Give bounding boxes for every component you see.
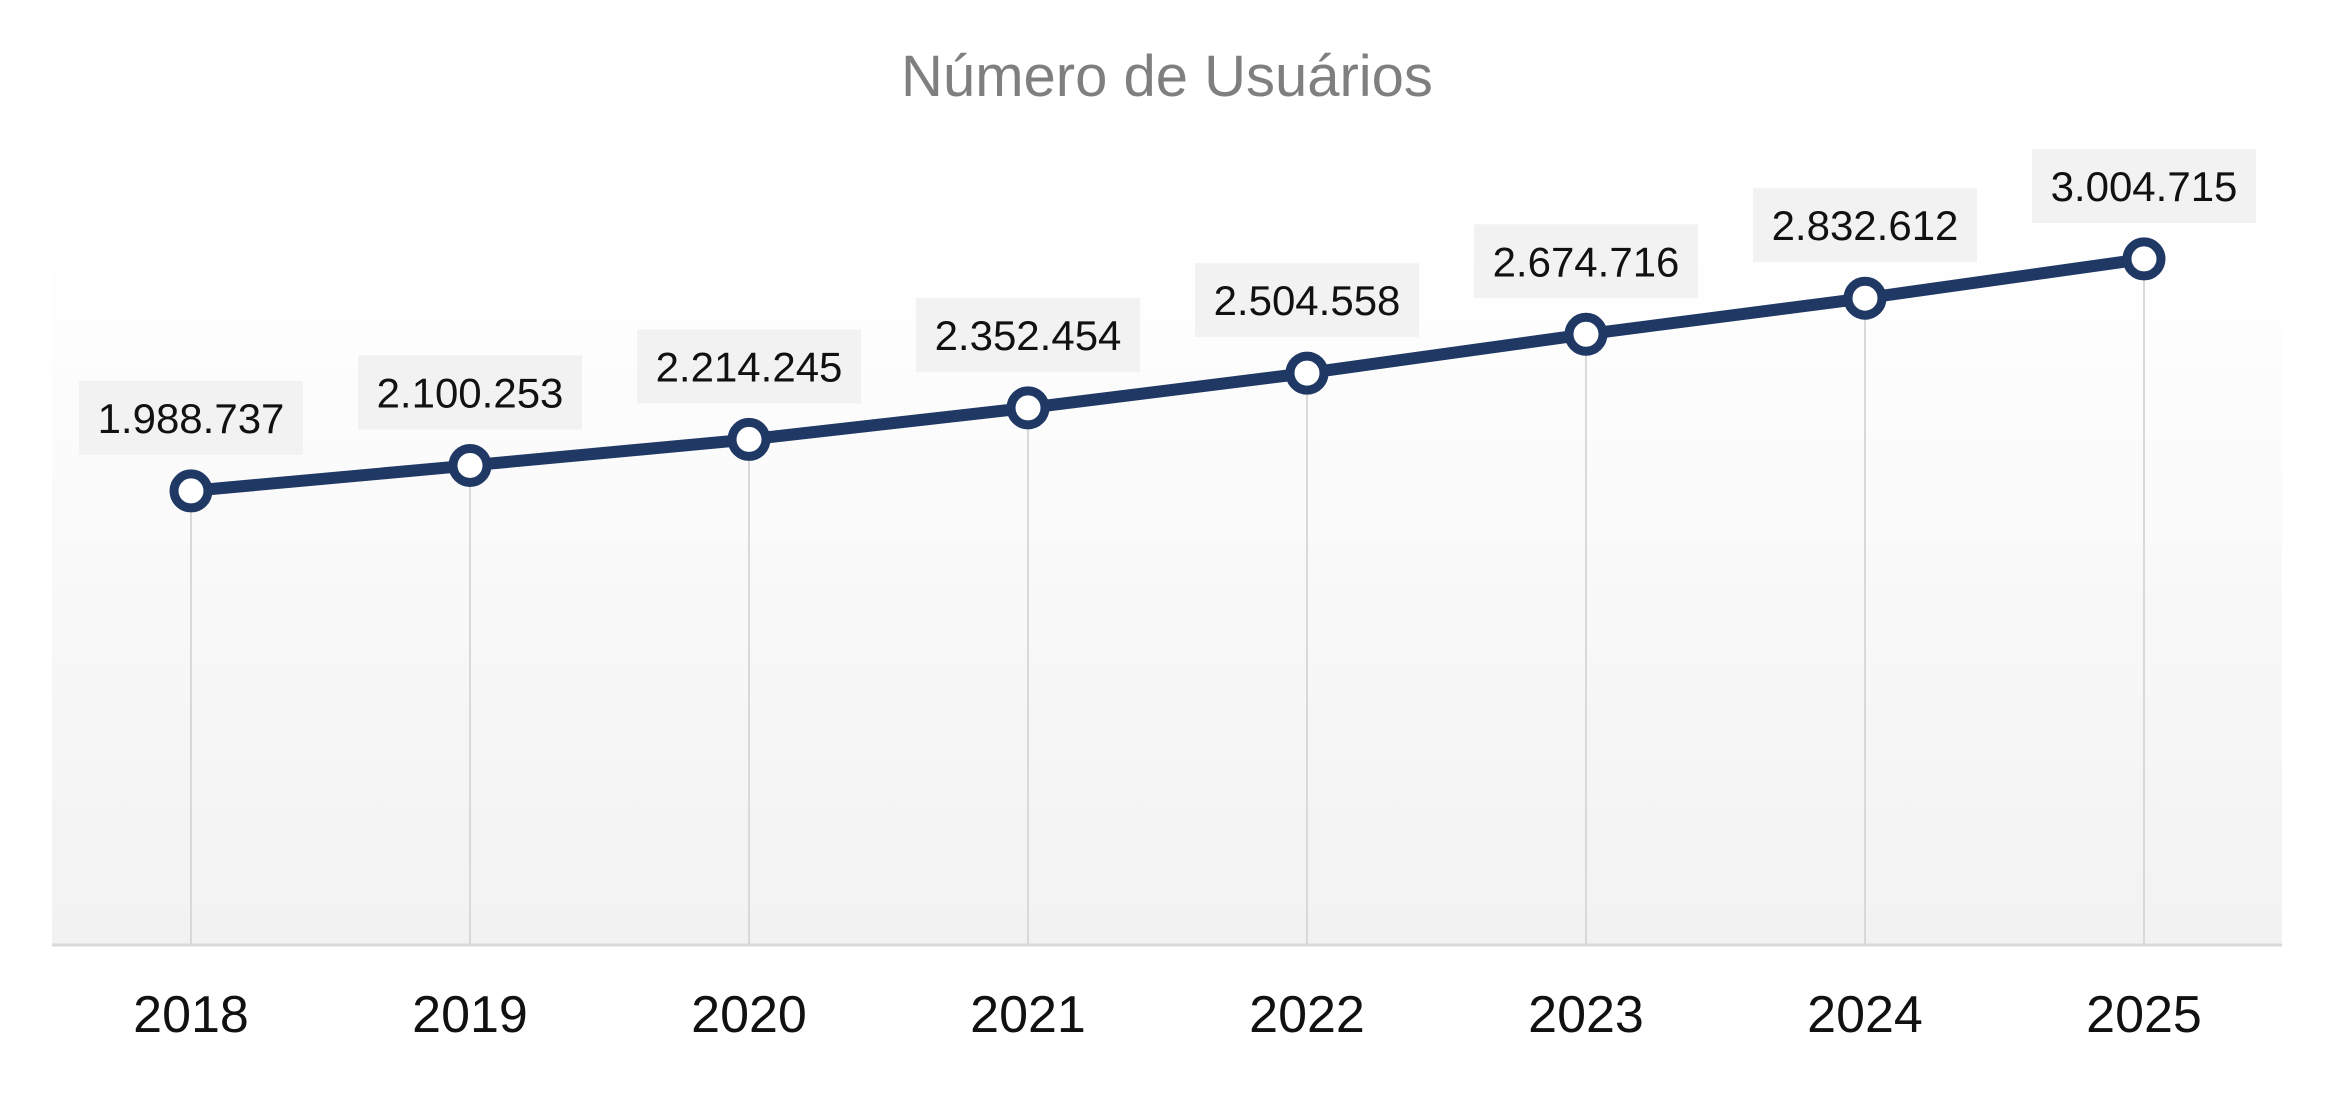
x-tick-label: 2022 bbox=[1249, 986, 1365, 1044]
x-axis-tick-labels: 2018 2019 2020 2021 2022 2023 2024 2025 bbox=[133, 986, 2202, 1044]
x-tick-label: 2019 bbox=[412, 986, 528, 1044]
data-labels-group: 1.988.737 2.100.253 2.214.245 2.352.454 2.50… bbox=[79, 148, 2256, 455]
x-tick-label: 2018 bbox=[133, 986, 249, 1044]
data-label-background bbox=[916, 297, 1140, 372]
data-label-background bbox=[1753, 188, 1977, 263]
x-tick-label: 2023 bbox=[1528, 986, 1644, 1044]
series-line bbox=[185, 252, 2150, 497]
data-label: 2.100.253 bbox=[377, 369, 564, 416]
data-label-background bbox=[358, 355, 582, 430]
data-point-marker bbox=[1564, 312, 1608, 356]
x-tick-label: 2021 bbox=[970, 986, 1086, 1044]
data-label-background bbox=[1195, 263, 1419, 338]
data-point-marker bbox=[2122, 237, 2166, 281]
chart-title: Número de Usuários bbox=[901, 44, 1433, 109]
data-label: 2.352.454 bbox=[935, 312, 1122, 359]
data-point-marker bbox=[1285, 351, 1329, 395]
series-markers bbox=[169, 237, 2166, 513]
data-label-background bbox=[637, 329, 861, 404]
data-point-marker bbox=[727, 417, 771, 461]
data-label: 2.214.245 bbox=[656, 343, 843, 390]
data-point-marker bbox=[448, 443, 492, 487]
x-tick-label: 2020 bbox=[691, 986, 807, 1044]
data-point-marker bbox=[1006, 386, 1050, 430]
data-label-background bbox=[79, 380, 303, 455]
data-label-background bbox=[1474, 224, 1698, 299]
data-label: 1.988.737 bbox=[98, 395, 285, 442]
x-tick-label: 2024 bbox=[1807, 986, 1923, 1044]
data-point-marker bbox=[1843, 276, 1887, 320]
data-point-marker bbox=[169, 469, 213, 513]
plot-area-background bbox=[52, 240, 2282, 945]
x-tick-label: 2025 bbox=[2086, 986, 2202, 1044]
data-label: 2.504.558 bbox=[1214, 277, 1401, 324]
drop-lines-group bbox=[190, 258, 2145, 945]
data-label-background bbox=[2032, 148, 2256, 223]
data-label: 3.004.715 bbox=[2051, 163, 2238, 210]
data-label: 2.674.716 bbox=[1493, 238, 1680, 285]
data-label: 2.832.612 bbox=[1772, 202, 1959, 249]
